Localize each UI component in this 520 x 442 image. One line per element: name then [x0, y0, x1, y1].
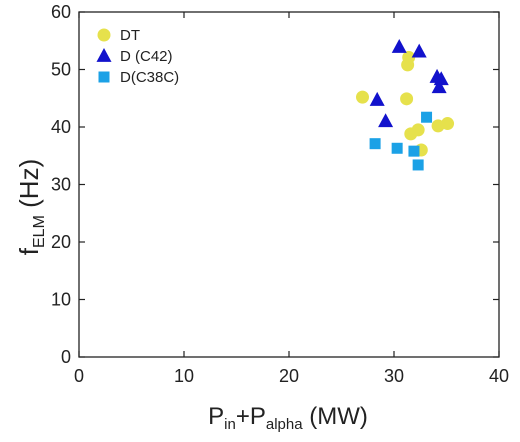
data-points	[356, 39, 455, 171]
x-tick-label: 40	[489, 366, 509, 386]
x-tick-label: 20	[279, 366, 299, 386]
data-point-dt	[400, 92, 414, 106]
y-axis-title-sub: ELM	[31, 215, 48, 248]
data-point-d-c38c	[391, 142, 403, 154]
data-point-d-c42	[411, 43, 427, 58]
x-tick-label: 10	[174, 366, 194, 386]
data-point-d-c38c	[408, 145, 420, 157]
data-point-dt	[402, 50, 416, 64]
data-point-d-c42	[431, 79, 447, 94]
data-point-d-c38c	[369, 138, 381, 150]
y-tick-label: 20	[51, 232, 71, 252]
data-point-d-c42	[391, 39, 407, 53]
y-axis-title-main: f	[14, 247, 44, 255]
legend-label-d-c42: D (C42)	[120, 48, 173, 65]
x-axis-title-unit: (MW)	[303, 403, 368, 430]
data-point-dt	[441, 117, 455, 131]
y-axis-title-unit: (Hz)	[14, 159, 44, 215]
y-axis-ticks: 0 10 20 30 40 50 60	[51, 2, 71, 367]
y-tick-label: 0	[61, 347, 71, 367]
y-tick-label: 50	[51, 60, 71, 80]
plot-area	[78, 11, 500, 358]
y-axis-title: fELM (Hz)	[14, 159, 48, 255]
y-tick-label: 10	[51, 290, 71, 310]
data-point-dt	[356, 90, 369, 104]
legend-marker-d-c42	[96, 47, 112, 62]
legend-marker-dt	[97, 28, 111, 42]
y-tick-label: 30	[51, 175, 71, 195]
legend-label-dt: DT	[120, 27, 140, 44]
x-tick-label: 0	[74, 366, 84, 386]
x-axis-title: Pin+Palpha (MW)	[208, 403, 368, 433]
y-tick-label: 40	[51, 117, 71, 137]
x-axis-ticks: 0 10 20 30 40	[74, 366, 509, 386]
x-axis-title-main: P	[208, 403, 224, 430]
data-point-d-c42	[369, 91, 385, 106]
data-point-d-c42	[433, 71, 449, 86]
legend-marker-d-c38c	[98, 71, 110, 83]
data-point-dt	[411, 123, 425, 137]
data-point-d-c38c	[421, 111, 433, 123]
legend-label-d-c38c: D(C38C)	[120, 69, 179, 86]
x-tick-label: 30	[384, 366, 404, 386]
x-axis-title-sub1: in	[224, 416, 236, 433]
data-point-d-c42	[378, 113, 394, 128]
x-axis-title-sub2: alpha	[266, 416, 303, 433]
x-axis-title-plus: +P	[236, 403, 266, 430]
y-tick-label: 60	[51, 2, 71, 22]
legend: DT D (C42) D(C38C)	[96, 27, 179, 86]
data-point-d-c38c	[412, 159, 424, 171]
